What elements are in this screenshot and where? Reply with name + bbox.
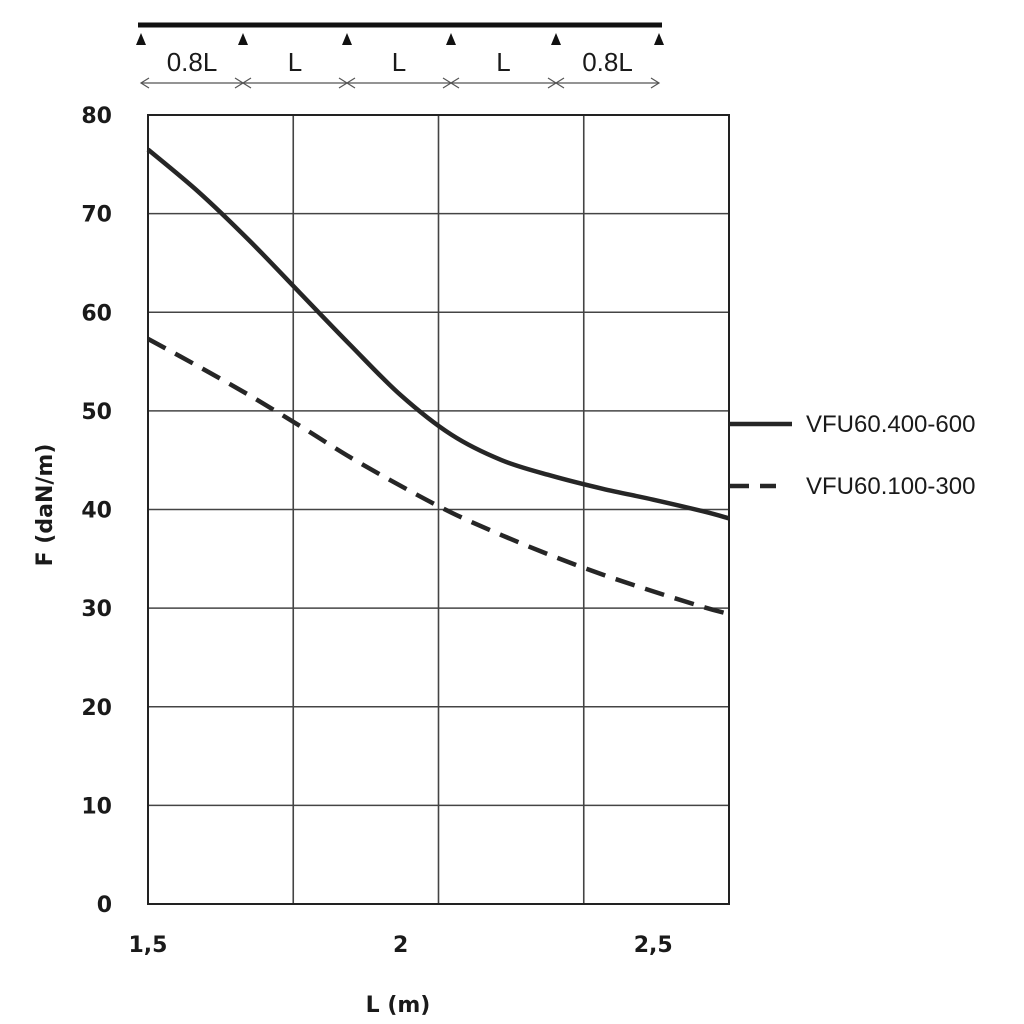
grid bbox=[148, 114, 729, 905]
support-triangle bbox=[238, 33, 248, 45]
y-tick-label: 70 bbox=[81, 203, 112, 228]
span-arrowhead bbox=[650, 77, 661, 89]
span-label: L bbox=[392, 47, 406, 77]
y-axis-title: F (daN/m) bbox=[33, 444, 58, 567]
x-tick-label: 1,5 bbox=[129, 933, 168, 958]
y-tick-label: 30 bbox=[81, 597, 112, 622]
y-tick-label: 60 bbox=[81, 301, 112, 326]
span-arrows bbox=[139, 77, 661, 89]
y-tick-label: 20 bbox=[81, 696, 112, 721]
span-label: L bbox=[496, 47, 510, 77]
y-tick-label: 50 bbox=[81, 400, 112, 425]
support-triangle bbox=[342, 33, 352, 45]
legend-entry: VFU60.100-300 bbox=[806, 473, 975, 500]
series-line-vfu60-100-300 bbox=[146, 336, 730, 617]
x-axis-ticks: 1,5 2 2,5 bbox=[129, 933, 673, 958]
span-arrowhead bbox=[449, 77, 460, 89]
y-axis-ticks: 0 10 20 30 40 50 60 70 80 bbox=[81, 104, 112, 918]
y-tick-label: 40 bbox=[81, 499, 112, 524]
span-label: L bbox=[288, 47, 302, 77]
span-label: 0.8L bbox=[582, 47, 633, 77]
span-arrowhead bbox=[345, 77, 356, 89]
x-tick-label: 2,5 bbox=[634, 933, 673, 958]
span-arrowhead bbox=[554, 77, 565, 89]
y-tick-label: 10 bbox=[81, 794, 112, 819]
support-triangle bbox=[446, 33, 456, 45]
y-tick-label: 0 bbox=[97, 893, 112, 918]
span-supports bbox=[136, 33, 664, 45]
x-axis-title: L (m) bbox=[366, 993, 431, 1018]
support-triangle bbox=[654, 33, 664, 45]
span-arrowhead bbox=[139, 77, 150, 89]
span-label: 0.8L bbox=[167, 47, 218, 77]
span-labels: 0.8L L L L 0.8L bbox=[167, 47, 633, 77]
legend-entry: VFU60.400-600 bbox=[806, 411, 975, 438]
span-diagram: 0.8L L L L 0.8L bbox=[136, 22, 664, 89]
support-triangle bbox=[136, 33, 146, 45]
y-tick-label: 80 bbox=[81, 104, 112, 129]
legend: VFU60.400-600 VFU60.100-300 bbox=[729, 411, 975, 500]
plot-frame bbox=[147, 114, 730, 905]
span-arrowhead bbox=[241, 77, 252, 89]
series-layer bbox=[146, 147, 730, 617]
series-line-vfu60-400-600 bbox=[146, 147, 730, 521]
x-tick-label: 2 bbox=[393, 933, 408, 958]
support-triangle bbox=[551, 33, 561, 45]
